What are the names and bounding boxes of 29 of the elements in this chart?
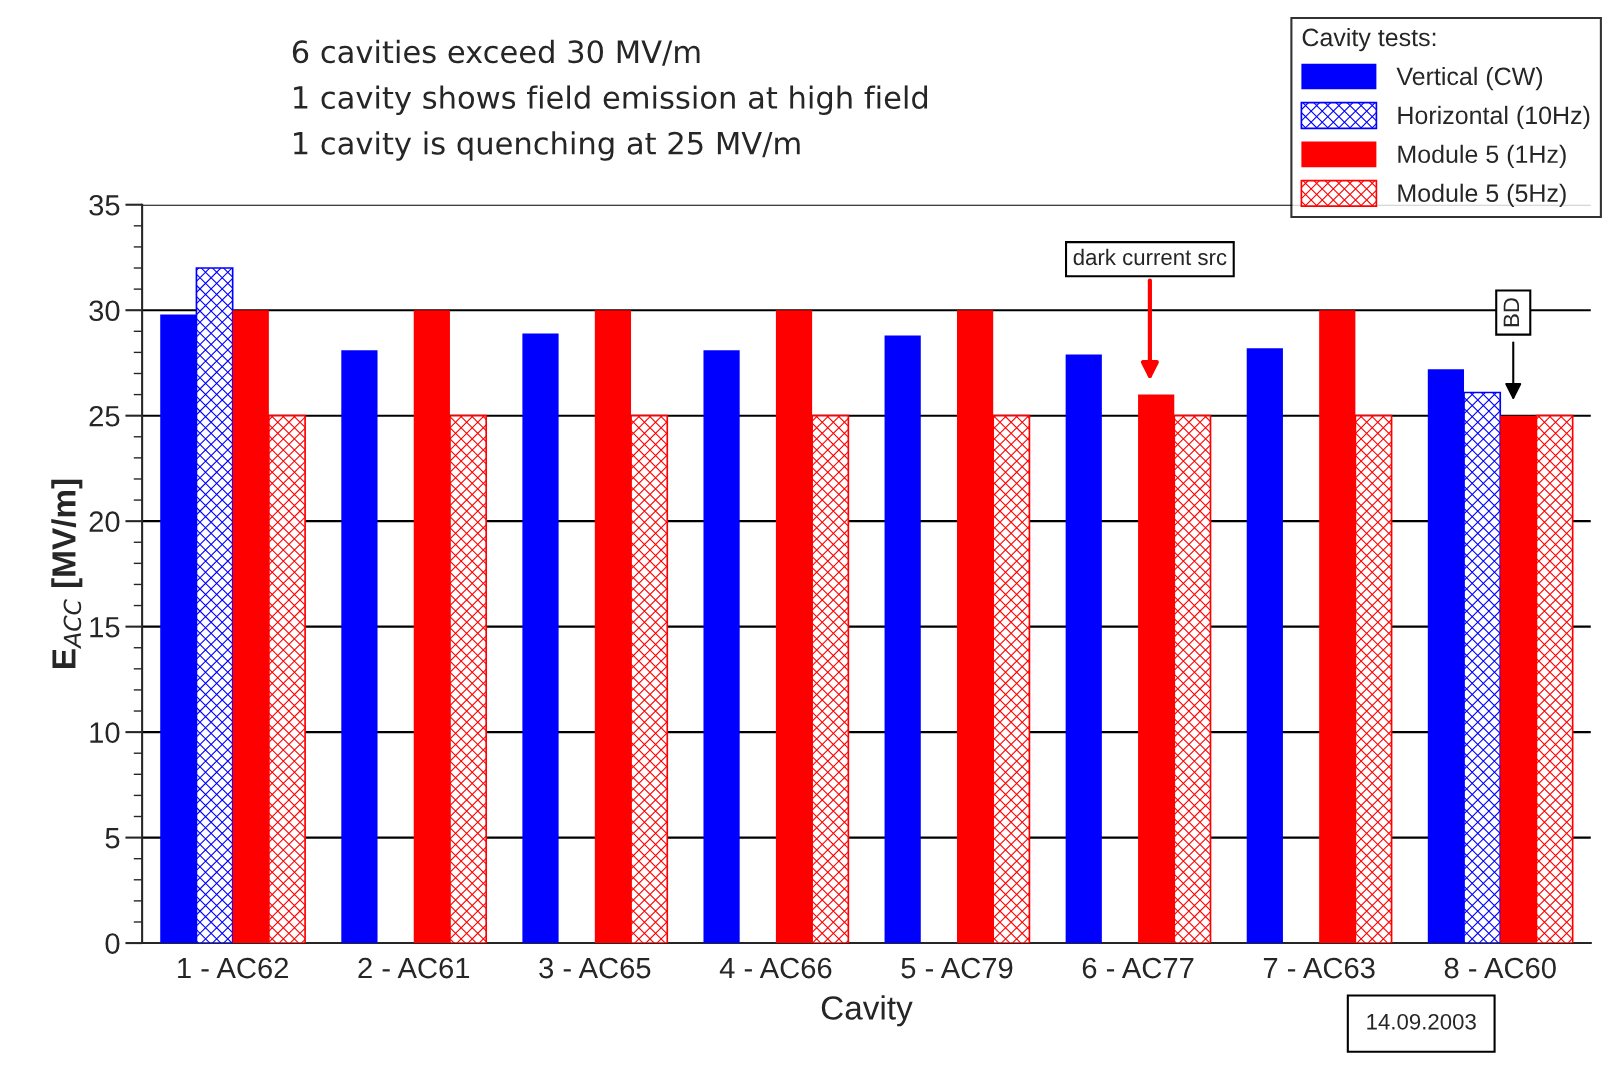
- x-tick-label: 2 - AC61: [358, 957, 470, 979]
- y-tick-label: 0: [105, 933, 120, 954]
- y-tick-label: 35: [89, 194, 120, 216]
- x-tick-label: 5 - AC79: [901, 957, 1013, 979]
- y-tick-label: 15: [90, 617, 120, 638]
- text: 1 cavity shows field emission at high field: [294, 85, 928, 115]
- annotation: BD: [1503, 298, 1519, 327]
- x-tick-label: 4 - AC66: [719, 957, 832, 979]
- y-axis-title: E$_{ACC}$ [MV/m]: [51, 479, 83, 669]
- y-tick-label: 25: [89, 405, 120, 427]
- legend-label: Module 5 (1Hz): [1398, 144, 1566, 169]
- y-tick-label: 5: [105, 828, 120, 849]
- x-tick-label: 8 - AC60: [1444, 957, 1556, 979]
- x-tick-label: 3 - AC65: [539, 957, 651, 979]
- text: 14.09.2003: [1367, 1013, 1476, 1030]
- legend-label: Vertical (CW): [1396, 66, 1543, 91]
- y-tick-label: 10: [90, 722, 120, 743]
- legend-label: Horizontal (10Hz): [1398, 105, 1590, 130]
- x-tick-label: 7 - AC63: [1263, 957, 1375, 979]
- legend-title: Cavity tests:: [1302, 27, 1436, 52]
- y-tick-label: 30: [89, 300, 120, 322]
- annotation: dark current src: [1073, 248, 1227, 266]
- x-axis-title: Cavity: [821, 995, 913, 1027]
- y-tick-label: 20: [89, 511, 120, 533]
- legend-label: Module 5 (5Hz): [1398, 183, 1566, 207]
- text: 6 cavities exceed 30 MV/m: [292, 39, 700, 66]
- x-tick-label: 1 - AC62: [178, 957, 288, 979]
- text: 1 cavity is quenching at 25 MV/m: [294, 131, 800, 161]
- x-tick-label: 6 - AC77: [1082, 957, 1194, 979]
